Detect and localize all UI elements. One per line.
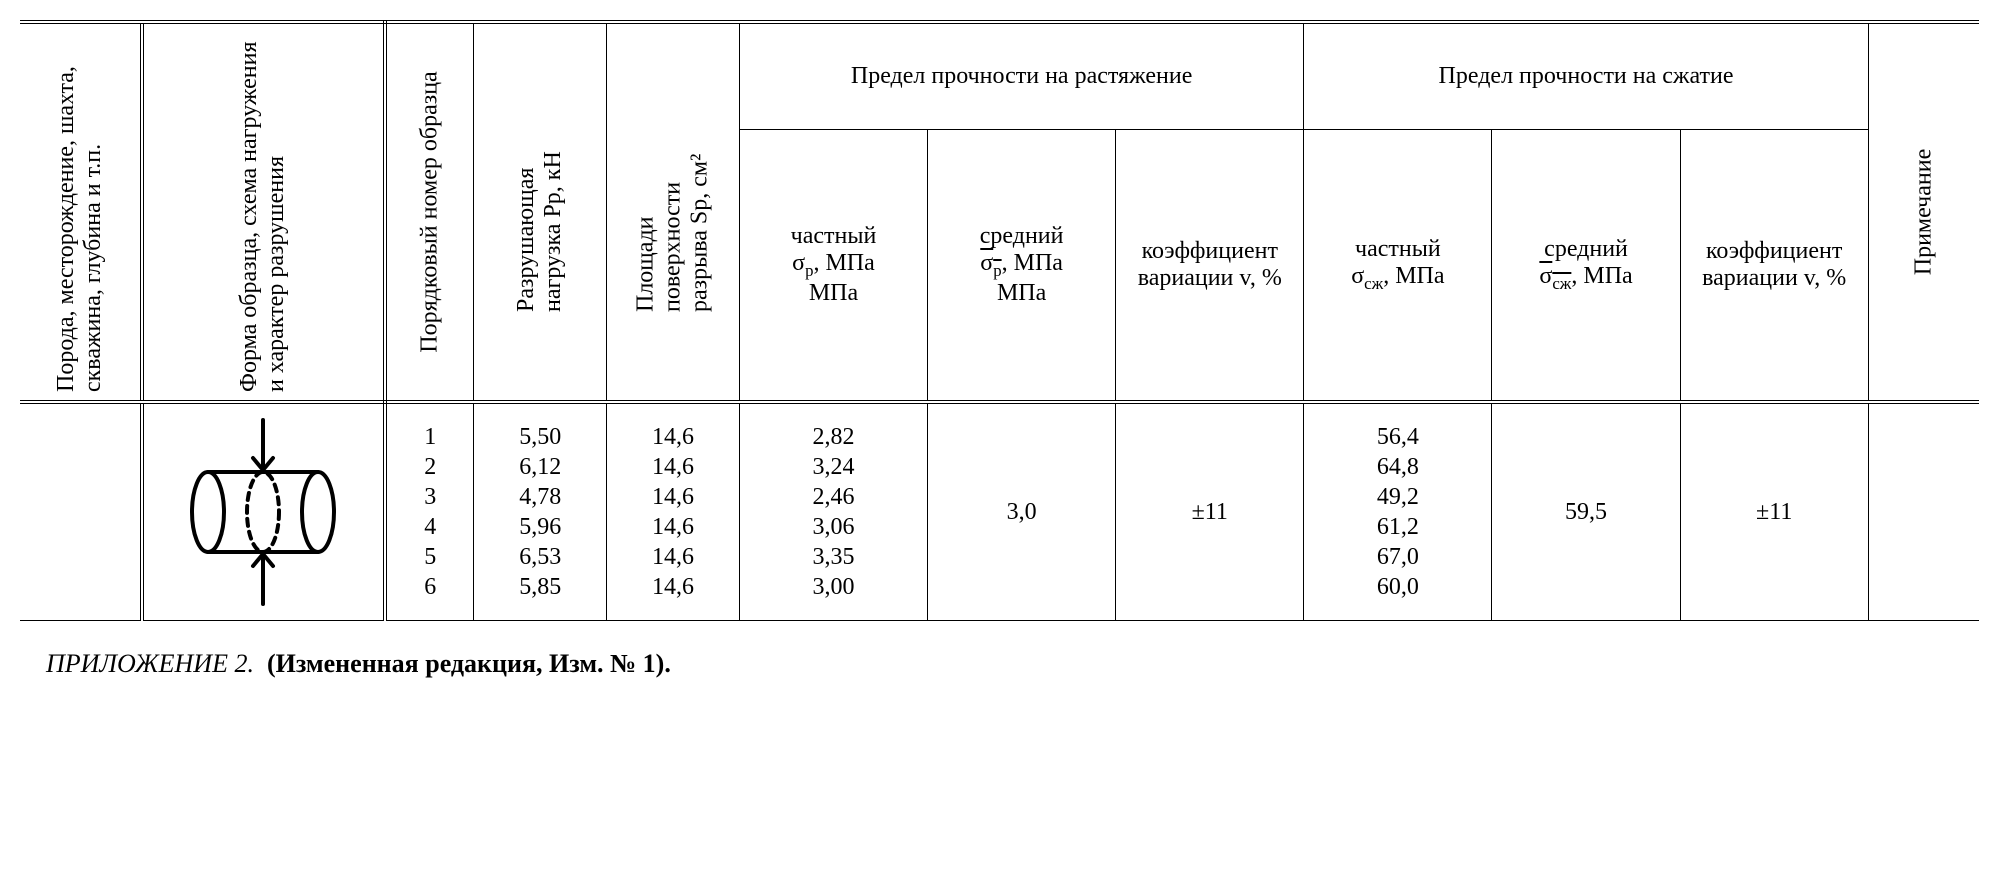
col-form: Форма образца, схема нагру­жения и харак… [142, 22, 386, 402]
cell-diagram [142, 402, 386, 621]
cell-sample-no: 123 456 [385, 402, 474, 621]
cell-rock [20, 402, 142, 621]
appendix-caption: ПРИЛОЖЕНИЕ 2. (Измененная редакция, Изм.… [20, 649, 1979, 679]
col-tension-mean: средний σр, МПаМПа [928, 129, 1116, 402]
cell-compression-mean: 59,5 [1492, 402, 1680, 621]
cell-tension-mean: 3,0 [928, 402, 1116, 621]
cell-failure-load: 5,506,124,78 5,966,535,85 [474, 402, 607, 621]
group-tension: Предел прочности на растяжение [739, 22, 1303, 129]
col-note: Примечание [1868, 22, 1979, 402]
cell-tension-cv: ±11 [1116, 402, 1304, 621]
col-sample-no: Порядковый номер образца [385, 22, 474, 402]
col-rock: Порода, месторождение, шахта, скважина, … [20, 22, 142, 402]
strength-results-table: Порода, месторождение, шахта, скважина, … [20, 20, 1979, 621]
col-failure-load: Разрушающая нагрузка Pр, кН [474, 22, 607, 402]
cell-note [1868, 402, 1979, 621]
cell-compression-cv: ±11 [1680, 402, 1868, 621]
col-tension-partial: частный σр, МПаМПа [739, 129, 927, 402]
group-compression: Предел прочности на сжатие [1304, 22, 1868, 129]
col-rupture-area: Площади поверхности разрыва Sр, см² [607, 22, 740, 402]
cylinder-load-icon [178, 412, 348, 612]
col-compression-partial: частный σсж, МПа [1304, 129, 1492, 402]
col-tension-cv: коэффи­циент вариа­ции v, % [1116, 129, 1304, 402]
cell-tension-partial: 2,823,242,46 3,063,353,00 [739, 402, 927, 621]
col-compression-cv: коэффи­циент вариа­ции v, % [1680, 129, 1868, 402]
table-row: 123 456 5,506,124,78 5,966,535,85 14,614… [20, 402, 1979, 621]
col-compression-mean: средний σсж, МПа [1492, 129, 1680, 402]
cell-rupture-area: 14,614,614,6 14,614,614,6 [607, 402, 740, 621]
cell-compression-partial: 56,464,849,2 61,267,060,0 [1304, 402, 1492, 621]
